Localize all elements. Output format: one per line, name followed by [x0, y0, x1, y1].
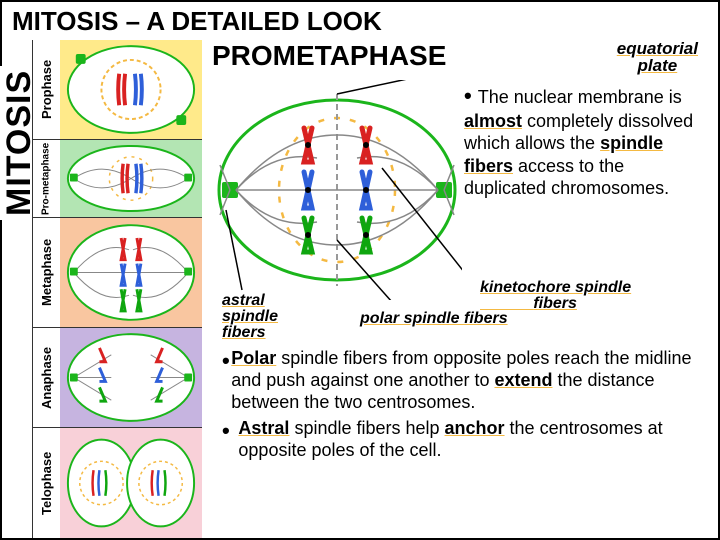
phase-label: Metaphase — [32, 218, 60, 327]
prometaphase-main-diagram — [212, 80, 462, 300]
prophase-diagram — [62, 42, 200, 137]
metaphase-diagram — [62, 220, 200, 325]
prometaphase-diagram — [62, 142, 200, 215]
section-title: PROMETAPHASE — [212, 40, 446, 72]
bullet-astral: • Astral spindle fibers help anchor the … — [222, 418, 710, 462]
anaphase-diagram — [62, 330, 200, 425]
phase-label: Telophase — [32, 428, 60, 538]
phase-label: Pro-metaphase — [32, 140, 60, 217]
phase-list: Prophase Pro-metaphase — [32, 40, 202, 538]
phase-label: Prophase — [32, 40, 60, 139]
content-area: PROMETAPHASE equatorialplate — [212, 40, 710, 534]
left-column: MITOSIS Prophase Pro-metaphase — [2, 40, 202, 538]
bullets-lower: • Polar spindle fibers from opposite pol… — [222, 348, 710, 466]
page-title: MITOSIS – A DETAILED LOOK — [2, 2, 718, 41]
phase-anaphase: Anaphase — [32, 328, 202, 428]
equatorial-plate-label: equatorialplate — [617, 40, 698, 74]
bullet-nuclear-membrane: •The nuclear membrane is almost complete… — [464, 82, 710, 200]
bullet-polar: • Polar spindle fibers from opposite pol… — [222, 348, 710, 414]
kinetochore-label: kinetochore spindle fibers — [480, 280, 631, 312]
phase-label: Anaphase — [32, 328, 60, 427]
phase-prophase: Prophase — [32, 40, 202, 140]
phase-metaphase: Metaphase — [32, 218, 202, 328]
phase-prometaphase: Pro-metaphase — [32, 140, 202, 218]
telophase-diagram — [62, 430, 200, 536]
polar-label: polar spindle fibers — [360, 310, 508, 328]
astral-label: astralspindlefibers — [222, 293, 278, 341]
phase-telophase: Telophase — [32, 428, 202, 538]
